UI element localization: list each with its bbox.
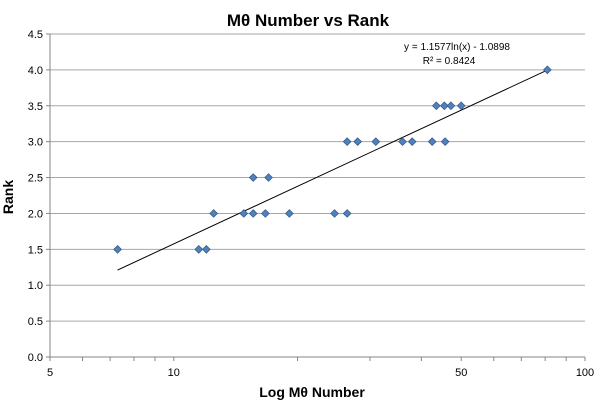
data-point <box>440 101 449 111</box>
y-tick-label: 3.5 <box>28 101 43 113</box>
y-tick-label: 0.0 <box>28 352 43 364</box>
data-point <box>398 137 407 147</box>
x-axis-title: Log Mθ Number <box>259 384 365 400</box>
x-tick-label: 5 <box>47 367 53 379</box>
y-tick-label: 3.0 <box>28 137 43 149</box>
y-tick-label: 1.5 <box>28 244 43 256</box>
trendline-group <box>117 69 548 271</box>
trendline-equation: y = 1.1577ln(x) - 1.0898 <box>404 42 510 53</box>
data-point <box>440 137 450 147</box>
data-point <box>248 209 258 218</box>
trendline-r-squared: R² = 0.8424 <box>423 56 476 67</box>
data-point <box>371 137 381 147</box>
axes <box>46 33 586 361</box>
data-point <box>407 137 417 147</box>
y-axis-title: Rank <box>0 180 16 214</box>
x-tick-label: 100 <box>576 367 594 379</box>
y-tick-label: 2.5 <box>28 173 43 185</box>
data-point <box>342 137 352 147</box>
y-tick-label: 0.5 <box>28 316 43 328</box>
trendline <box>117 69 548 271</box>
data-point <box>427 137 437 147</box>
y-tick-labels: 0.0 0.5 1.0 1.5 2.0 2.5 3.0 3.5 4.0 4.5 <box>28 29 43 364</box>
data-point <box>431 101 441 111</box>
x-tick-labels: 5 10 50 100 <box>47 367 594 379</box>
data-point <box>353 137 363 147</box>
data-point <box>284 209 294 218</box>
data-point <box>330 209 339 218</box>
data-point <box>446 101 456 111</box>
data-point <box>261 209 270 218</box>
data-point <box>456 101 466 111</box>
y-tick-label: 2.0 <box>28 208 43 220</box>
y-tick-label: 4.0 <box>28 65 43 77</box>
data-point <box>248 173 258 182</box>
data-point <box>264 173 273 182</box>
data-point <box>201 244 211 254</box>
x-tick-label: 10 <box>168 367 180 379</box>
data-point <box>239 209 249 218</box>
data-point <box>113 244 122 254</box>
y-tick-label: 1.0 <box>28 280 43 292</box>
data-point <box>342 209 352 218</box>
data-points <box>113 65 552 254</box>
x-tick-label: 50 <box>455 367 467 379</box>
chart-title: Mθ Number vs Rank <box>227 11 390 30</box>
data-point <box>194 244 204 254</box>
y-tick-label: 4.5 <box>28 29 43 41</box>
data-point <box>543 65 552 75</box>
data-point <box>209 209 219 218</box>
